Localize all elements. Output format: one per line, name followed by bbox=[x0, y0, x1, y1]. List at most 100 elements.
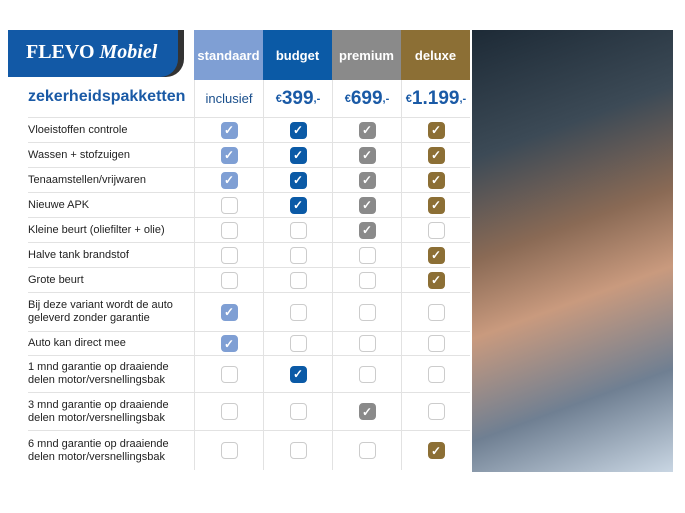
unchecked-checkbox-icon bbox=[358, 271, 376, 289]
feature-cell bbox=[263, 293, 332, 331]
feature-cell bbox=[332, 243, 401, 267]
feature-cell: ✓ bbox=[332, 393, 401, 430]
feature-cell: ✓ bbox=[194, 293, 263, 331]
package-price-standaard: inclusief bbox=[194, 80, 263, 117]
package-price-budget: €399 ,- bbox=[263, 80, 332, 117]
feature-row: 1 mnd garantie op draaiende delen motor/… bbox=[28, 355, 470, 392]
feature-cell bbox=[194, 393, 263, 430]
checked-checkbox-icon: ✓ bbox=[358, 403, 376, 420]
feature-cell bbox=[194, 218, 263, 242]
checked-checkbox-icon: ✓ bbox=[358, 196, 376, 214]
feature-cell: ✓ bbox=[332, 193, 401, 217]
feature-cell: ✓ bbox=[401, 268, 470, 292]
feature-cell: ✓ bbox=[332, 118, 401, 142]
checked-checkbox-icon: ✓ bbox=[220, 171, 238, 189]
unchecked-checkbox-icon bbox=[289, 403, 307, 420]
feature-cell: ✓ bbox=[194, 118, 263, 142]
checked-checkbox-icon: ✓ bbox=[289, 171, 307, 189]
price-suffix: ,- bbox=[459, 92, 467, 105]
checked-checkbox-icon: ✓ bbox=[427, 196, 445, 214]
feature-cell: ✓ bbox=[401, 243, 470, 267]
unchecked-checkbox-icon bbox=[358, 246, 376, 264]
checked-checkbox-icon: ✓ bbox=[220, 303, 238, 321]
feature-label: Wassen + stofzuigen bbox=[28, 148, 131, 161]
feature-cell bbox=[263, 332, 332, 355]
package-header-premium: premium bbox=[332, 30, 401, 80]
feature-row: Wassen + stofzuigen ✓ ✓ ✓ ✓ bbox=[28, 142, 470, 167]
unchecked-checkbox-icon bbox=[220, 221, 238, 239]
feature-label: Tenaamstellen/vrijwaren bbox=[28, 173, 146, 186]
feature-label: 6 mnd garantie op draaiende delen motor/… bbox=[28, 437, 169, 463]
feature-cell bbox=[263, 218, 332, 242]
feature-cell: ✓ bbox=[401, 193, 470, 217]
price-value: 399 bbox=[281, 87, 314, 109]
feature-row: Halve tank brandstof ✓ bbox=[28, 242, 470, 267]
feature-label: 1 mnd garantie op draaiende delen motor/… bbox=[28, 361, 169, 386]
unchecked-checkbox-icon bbox=[220, 442, 238, 459]
feature-cell bbox=[401, 293, 470, 331]
unchecked-checkbox-icon bbox=[220, 196, 238, 214]
feature-cell bbox=[332, 332, 401, 355]
checked-checkbox-icon: ✓ bbox=[220, 335, 238, 352]
feature-cell: ✓ bbox=[401, 143, 470, 167]
unchecked-checkbox-icon bbox=[289, 442, 307, 459]
price-value: 699 bbox=[350, 87, 383, 109]
unchecked-checkbox-icon bbox=[220, 403, 238, 420]
checked-checkbox-icon: ✓ bbox=[427, 171, 445, 189]
feature-label: Vloeistoffen controle bbox=[28, 123, 128, 136]
package-header-deluxe: deluxe bbox=[401, 30, 470, 80]
checked-checkbox-icon: ✓ bbox=[358, 146, 376, 164]
checked-checkbox-icon: ✓ bbox=[358, 221, 376, 239]
unchecked-checkbox-icon bbox=[358, 303, 376, 321]
currency: € bbox=[275, 92, 282, 105]
unchecked-checkbox-icon bbox=[289, 221, 307, 239]
page-title: zekerheidspakketten bbox=[28, 88, 186, 105]
price-value: 1.199 bbox=[411, 87, 460, 109]
price-suffix: ,- bbox=[382, 92, 390, 105]
feature-row: 6 mnd garantie op draaiende delen motor/… bbox=[28, 430, 470, 470]
feature-cell bbox=[332, 431, 401, 470]
feature-row: Grote beurt ✓ bbox=[28, 267, 470, 292]
feature-cell bbox=[401, 393, 470, 430]
feature-cell: ✓ bbox=[401, 431, 470, 470]
feature-row: Tenaamstellen/vrijwaren ✓ ✓ ✓ ✓ bbox=[28, 167, 470, 192]
unchecked-checkbox-icon bbox=[358, 365, 376, 383]
unchecked-checkbox-icon bbox=[289, 303, 307, 321]
feature-label: Halve tank brandstof bbox=[28, 248, 129, 261]
unchecked-checkbox-icon bbox=[427, 335, 445, 352]
feature-label: Kleine beurt (oliefilter + olie) bbox=[28, 223, 165, 236]
feature-cell bbox=[332, 268, 401, 292]
checked-checkbox-icon: ✓ bbox=[358, 171, 376, 189]
checked-checkbox-icon: ✓ bbox=[427, 121, 445, 139]
feature-cell bbox=[401, 332, 470, 355]
feature-cell: ✓ bbox=[263, 143, 332, 167]
price-suffix: ,- bbox=[313, 92, 321, 105]
checked-checkbox-icon: ✓ bbox=[289, 196, 307, 214]
feature-row: 3 mnd garantie op draaiende delen motor/… bbox=[28, 392, 470, 430]
feature-cell bbox=[194, 268, 263, 292]
feature-label: Nieuwe APK bbox=[28, 198, 90, 211]
package-price-deluxe: €1.199 ,- bbox=[401, 80, 470, 117]
feature-cell bbox=[194, 193, 263, 217]
checked-checkbox-icon: ✓ bbox=[427, 271, 445, 289]
package-price-premium: €699 ,- bbox=[332, 80, 401, 117]
checked-checkbox-icon: ✓ bbox=[358, 121, 376, 139]
feature-label: 3 mnd garantie op draaiende delen motor/… bbox=[28, 398, 169, 424]
feature-cell: ✓ bbox=[263, 356, 332, 392]
feature-cell: ✓ bbox=[401, 118, 470, 142]
unchecked-checkbox-icon bbox=[220, 246, 238, 264]
feature-label: Bij deze variant wordt de auto geleverd … bbox=[28, 299, 173, 324]
feature-row: Nieuwe APK ✓ ✓ ✓ bbox=[28, 192, 470, 217]
feature-cell bbox=[263, 431, 332, 470]
feature-cell: ✓ bbox=[263, 118, 332, 142]
feature-row: Vloeistoffen controle ✓ ✓ ✓ ✓ bbox=[28, 117, 470, 142]
feature-cell bbox=[332, 356, 401, 392]
couple-in-car-photo bbox=[472, 30, 673, 472]
checked-checkbox-icon: ✓ bbox=[427, 146, 445, 164]
unchecked-checkbox-icon bbox=[427, 365, 445, 383]
feature-cell bbox=[401, 356, 470, 392]
checked-checkbox-icon: ✓ bbox=[220, 146, 238, 164]
checked-checkbox-icon: ✓ bbox=[220, 121, 238, 139]
feature-cell: ✓ bbox=[194, 168, 263, 192]
logo-text-italic: Mobiel bbox=[99, 41, 158, 63]
